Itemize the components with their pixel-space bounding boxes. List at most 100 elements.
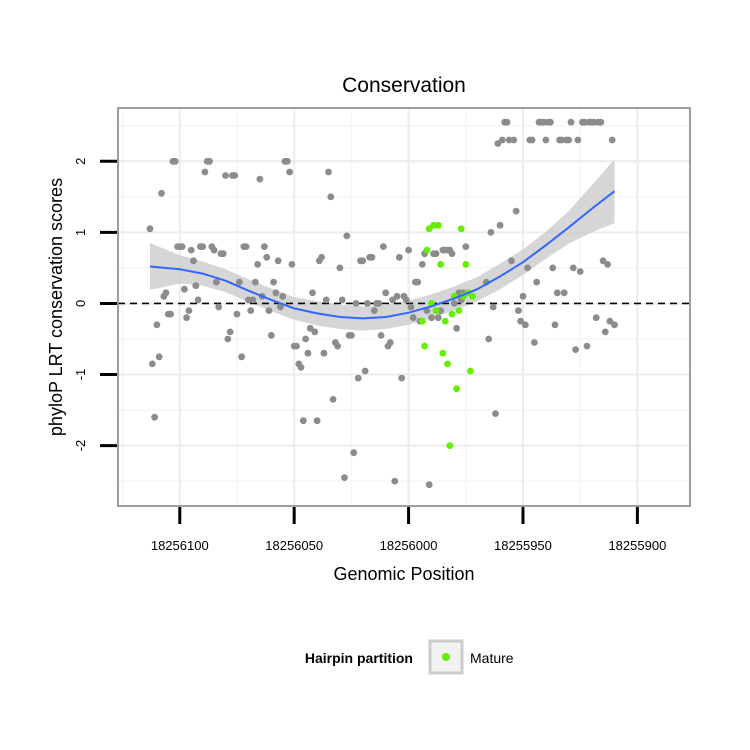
data-point [418, 261, 426, 268]
data-point [597, 118, 605, 126]
data-point [549, 264, 557, 272]
x-tick-label: 18256000 [380, 538, 438, 553]
data-point [320, 349, 328, 357]
data-point-mature [434, 221, 442, 229]
data-point [254, 261, 261, 268]
data-point [302, 335, 309, 343]
legend-title: Hairpin partition [305, 650, 413, 666]
data-point [192, 282, 200, 290]
data-point [329, 396, 337, 403]
legend-label-mature: Mature [470, 650, 514, 666]
data-point [206, 157, 213, 165]
data-point [190, 257, 197, 265]
data-point [606, 317, 614, 325]
data-point [199, 243, 207, 251]
data-point [306, 324, 314, 332]
data-point-mature [423, 246, 431, 254]
data-point-mature [437, 261, 444, 268]
data-point [380, 243, 387, 251]
data-point [517, 317, 525, 325]
data-point [524, 264, 531, 272]
data-point [297, 364, 305, 371]
data-point [450, 300, 458, 307]
data-point [391, 477, 399, 485]
data-point [327, 193, 335, 201]
data-point [508, 257, 515, 265]
data-point [322, 296, 330, 304]
data-point [299, 417, 307, 425]
data-point-mature [432, 307, 440, 314]
data-point [348, 332, 355, 339]
data-point [350, 449, 358, 457]
data-point [354, 374, 362, 382]
data-point [485, 335, 493, 343]
data-point [494, 140, 502, 147]
y-tick-label: 0 [73, 300, 88, 307]
data-point [238, 353, 246, 361]
data-point [402, 296, 410, 304]
data-point [256, 175, 264, 183]
data-point [334, 342, 341, 350]
confidence-band [150, 159, 615, 331]
x-axis: 18256100 18256050 18256000 18255950 18255900 [151, 507, 666, 553]
data-point [261, 243, 268, 251]
data-point [499, 136, 506, 144]
data-point [375, 300, 383, 307]
data-point [604, 261, 611, 268]
y-axis-title: phyloP LRT conservation scores [46, 178, 66, 436]
data-point [288, 261, 296, 268]
data-point [361, 367, 369, 375]
data-point-mature [453, 385, 460, 393]
data-point-mature [439, 349, 447, 357]
data-point [553, 289, 561, 297]
data-point [178, 243, 186, 251]
data-point [233, 310, 241, 318]
data-point [235, 278, 243, 286]
data-point [448, 250, 456, 258]
x-tick-label: 18255950 [494, 538, 552, 553]
data-point [286, 168, 293, 176]
data-point [279, 292, 287, 300]
y-tick-label: 2 [73, 158, 88, 165]
data-point [210, 246, 218, 254]
data-point [583, 342, 591, 350]
data-point [370, 307, 378, 314]
data-point [283, 157, 291, 165]
data-point [313, 417, 321, 425]
data-point [249, 296, 257, 304]
data-point [503, 118, 511, 126]
data-point [368, 253, 376, 261]
data-point [382, 289, 390, 297]
data-point [293, 342, 300, 350]
data-point [171, 157, 179, 165]
y-axis: 2 1 0 -1 -2 [73, 158, 117, 452]
data-point [247, 307, 255, 314]
data-point [185, 307, 193, 314]
data-point [574, 136, 582, 144]
data-point [183, 314, 191, 322]
data-point [336, 264, 344, 272]
data-point [352, 300, 360, 307]
data-point [242, 243, 250, 251]
data-point [512, 207, 520, 215]
data-point [414, 278, 422, 286]
data-point [274, 257, 282, 265]
data-point [565, 136, 573, 144]
y-tick-label: -2 [73, 440, 88, 452]
data-point [364, 300, 371, 307]
data-point [487, 229, 495, 236]
data-point [265, 307, 273, 314]
data-point [270, 278, 277, 286]
data-point [533, 278, 541, 286]
data-point [396, 253, 403, 261]
data-point-mature [441, 317, 449, 325]
data-points [146, 118, 618, 489]
data-point [560, 289, 568, 297]
data-point [187, 246, 195, 254]
data-point [153, 321, 161, 329]
x-tick-label: 18256100 [151, 538, 209, 553]
data-point [521, 321, 529, 329]
data-point-mature [444, 360, 451, 368]
data-point-mature [421, 342, 428, 350]
data-point [213, 278, 220, 286]
